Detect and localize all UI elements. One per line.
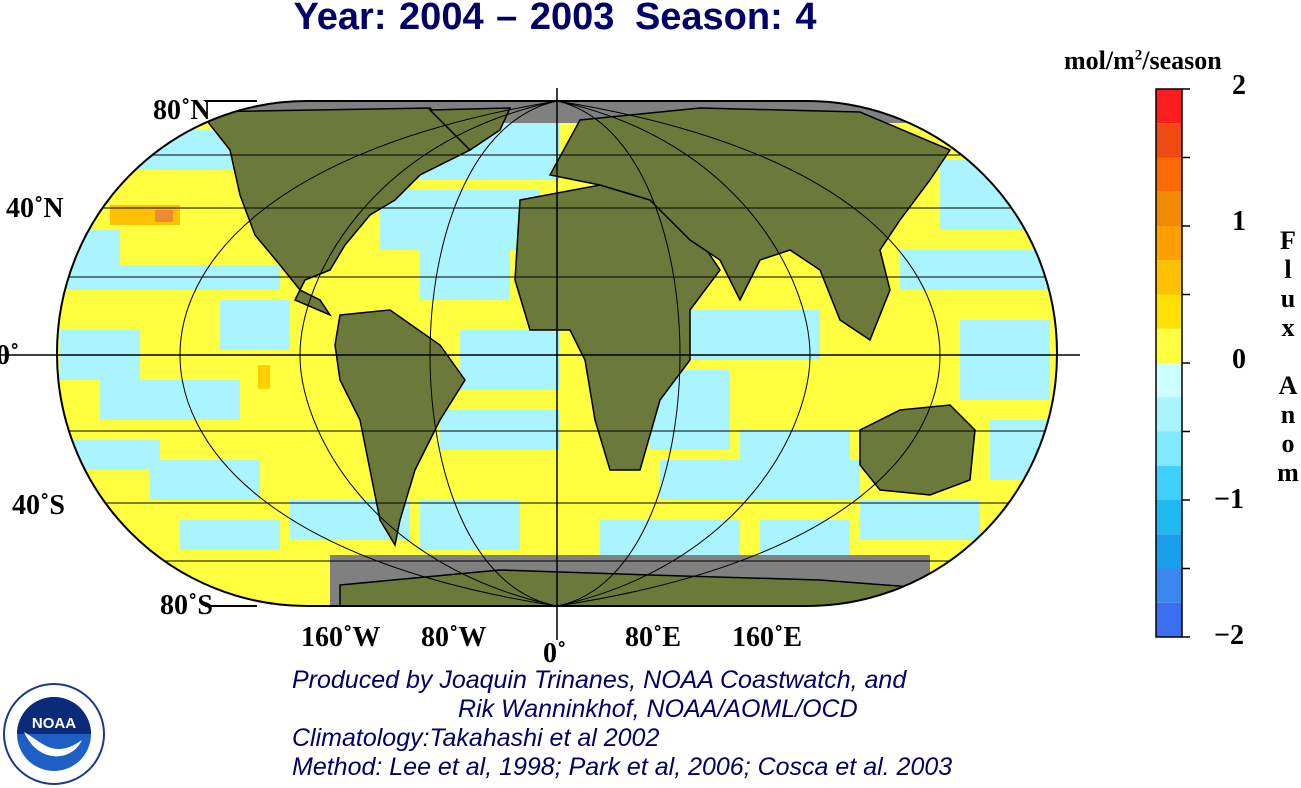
antarctica [339, 569, 951, 606]
colorbar-segment [1156, 602, 1182, 637]
colorbar-segment [1156, 431, 1182, 466]
colorbar-segment [1156, 397, 1182, 432]
lat-label-0: 0˚ [0, 340, 19, 371]
label-letter: m [1277, 458, 1299, 487]
colorbar-segment [1156, 568, 1182, 603]
colorbar-segment [1156, 294, 1182, 329]
credit-line-3: Climatology:Takahashi et al 2002 [292, 724, 660, 752]
map-title: Year: 2004 – 2003 Season: 4 [0, 0, 1110, 39]
year-label: Year: 2004 – 2003 [293, 0, 615, 38]
seagull-icon [24, 732, 82, 757]
label-gap [1270, 342, 1301, 371]
colorbar-segment [1156, 157, 1182, 192]
colorbar-tick-minus-2: −2 [1214, 620, 1244, 651]
lon-label-160w: 160˚W [301, 622, 380, 653]
colorbar-segment [1156, 500, 1182, 535]
season-label: Season: 4 [634, 0, 817, 38]
colorbar-units: mol/m2/season [1064, 46, 1222, 76]
lat-label-80n: 80˚N [153, 95, 211, 126]
noaa-logo: NOAA [3, 683, 105, 785]
units-suffix: /season [1142, 46, 1222, 75]
units-power: 2 [1134, 47, 1143, 64]
colorbar-segment [1156, 260, 1182, 295]
colorbar [1155, 88, 1190, 638]
label-letter: u [1280, 284, 1296, 313]
credits: Produced by Joaquin Trinanes, NOAA Coast… [292, 666, 952, 782]
label-letter: o [1281, 429, 1295, 458]
colorbar-segment [1156, 363, 1182, 398]
units-prefix: mol/m [1064, 46, 1135, 75]
colorbar-segment [1156, 534, 1182, 569]
lon-label-80e: 80˚E [625, 622, 681, 653]
label-letter: x [1281, 313, 1295, 342]
colorbar-segment [1156, 89, 1182, 124]
continents [198, 107, 976, 606]
label-letter: F [1280, 226, 1296, 255]
colorbar-segment [1156, 123, 1182, 158]
lat-label-40n: 40˚N [6, 193, 64, 224]
colorbar-segment [1156, 328, 1182, 363]
label-letter: l [1284, 255, 1292, 284]
colorbar-tick-minus-1: −1 [1214, 484, 1244, 515]
label-letter: A [1278, 371, 1298, 400]
globe [57, 101, 1057, 606]
credit-line-4: Method: Lee et al, 1998; Park et al, 200… [292, 753, 953, 781]
lon-label-160e: 160˚E [732, 622, 802, 653]
australia [859, 404, 976, 496]
colorbar-segment [1156, 191, 1182, 226]
colorbar-segment [1156, 226, 1182, 261]
lon-label-0: 0˚ [543, 638, 566, 669]
credit-line-1: Produced by Joaquin Trinanes, NOAA Coast… [292, 666, 907, 694]
lat-label-80s: 80˚S [160, 590, 213, 621]
colorbar-tick-0: 0 [1232, 344, 1246, 375]
colorbar-segment [1156, 465, 1182, 500]
colorbar-axis-label: F l u x A n o m [1270, 226, 1301, 487]
credit-line-2: Rik Wanninkhof, NOAA/AOML/OCD [458, 695, 858, 723]
lat-label-40s: 40˚S [12, 490, 65, 521]
north-america [198, 107, 472, 317]
lon-label-80w: 80˚W [421, 622, 486, 653]
logo-text: NOAA [32, 715, 76, 732]
eurasia [548, 107, 952, 342]
colorbar-tick-2: 2 [1232, 70, 1246, 101]
colorbar-tick-1: 1 [1232, 206, 1246, 237]
label-letter: n [1280, 400, 1296, 429]
